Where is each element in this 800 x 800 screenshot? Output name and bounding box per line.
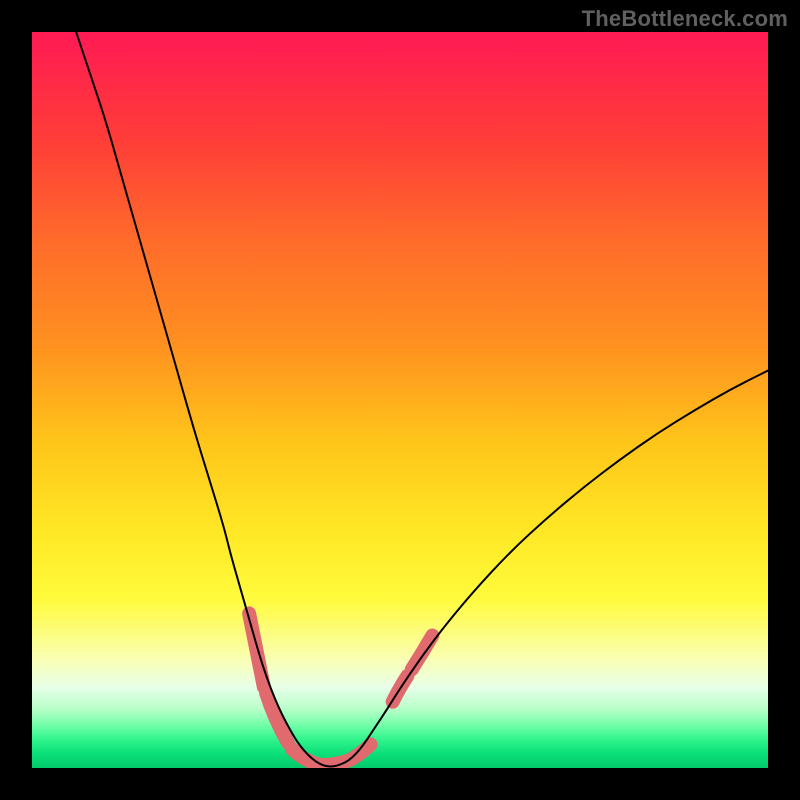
bottleneck-chart xyxy=(0,0,800,800)
chart-frame: TheBottleneck.com xyxy=(0,0,800,800)
watermark-text: TheBottleneck.com xyxy=(582,6,788,32)
chart-background xyxy=(32,32,768,768)
